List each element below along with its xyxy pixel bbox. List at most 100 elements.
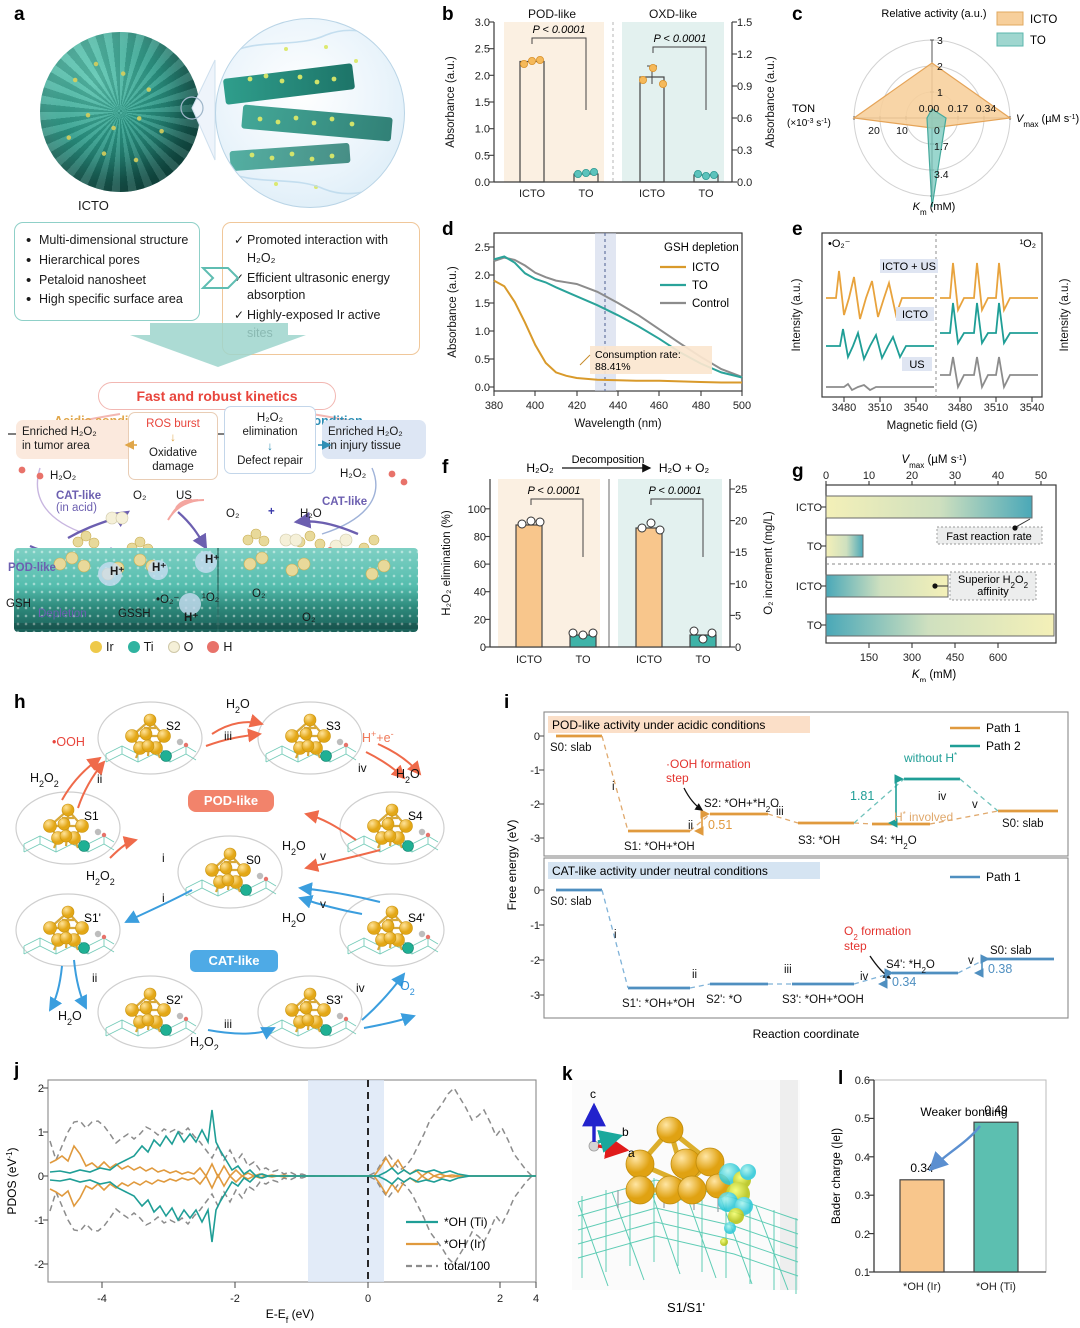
g-top-tick: 50 <box>1035 470 1047 482</box>
i-top-levels <box>556 734 1058 833</box>
oxd-significance: P < 0.0001 <box>653 33 706 45</box>
d-xtick: 440 <box>609 400 627 412</box>
b-ytick: 1.5 <box>475 97 490 109</box>
f-reaction-left: H₂O₂ <box>526 461 554 475</box>
tag-pod-like: POD-like <box>8 562 56 574</box>
d-xlabel: Wavelength (nm) <box>574 418 661 430</box>
k-axis-label-a: a <box>628 1146 635 1160</box>
b-ytick: 2.5 <box>475 44 490 56</box>
k-ir-atoms <box>625 1116 731 1205</box>
g-bottom-tick: 600 <box>989 652 1007 664</box>
b-ytick-right: 0.3 <box>737 145 752 157</box>
h-arrow-ii-cat <box>73 959 87 1010</box>
tag-proton-2: H⁺ <box>152 562 167 574</box>
d-legend-icto: ICTO <box>692 262 719 274</box>
f-xtick: TO <box>575 654 591 666</box>
f-ytick-right: 5 <box>735 610 741 622</box>
panel-i-free-energy: i POD-like activity under acidic conditi… <box>498 690 1080 1050</box>
panel-e-epr: e •O₂⁻ ¹O₂ ICTO + US ICTO US 3480 3510 3… <box>784 215 1080 447</box>
panel-h-letter: h <box>14 692 26 713</box>
g-top-tick: 20 <box>906 470 918 482</box>
box-h2o2-elimination: H₂O₂ elimination ↓ Defect repair <box>224 406 316 474</box>
h-arrow-i-pod <box>109 836 138 859</box>
l-annotation: Weaker bonding <box>920 1105 1007 1119</box>
icto-particle-illustration <box>40 32 200 192</box>
g-bottom-axis-label: Km (mM) <box>912 669 957 682</box>
c-axis-left-label-1: TON <box>792 103 815 115</box>
i-delta-181-value: 1.81 <box>850 789 874 803</box>
g-bar-icto-km <box>825 574 949 598</box>
c-tick-bottom: 0 <box>934 125 940 137</box>
sig-bracket-oxd <box>652 46 707 110</box>
h-label-ooh: •OOH <box>52 735 85 749</box>
legend-item-h: H <box>207 640 232 654</box>
e-left-traces <box>826 270 934 392</box>
c-legend-swatch-icto <box>996 11 1024 26</box>
points-oxd-to <box>693 169 718 180</box>
box-line: Oxidative damage <box>149 446 197 474</box>
h-arrow-v-cat <box>298 882 381 903</box>
b-ytick: 3.0 <box>475 17 490 29</box>
c-series-to <box>926 108 947 208</box>
tag-h2o-neutral: H₂O <box>300 508 322 520</box>
i-legend-path1: Path 1 <box>986 721 1021 735</box>
c-legend-swatch-to <box>996 32 1024 47</box>
i-legend-path2: Path 2 <box>986 739 1021 753</box>
i-annotation-ooh-leader <box>683 787 704 811</box>
i-bot-state-2: S2': *O <box>706 994 742 1006</box>
h-step-iii: iii <box>224 729 232 743</box>
panel-l-letter: l <box>838 1068 844 1089</box>
state-label-S1p: S1' <box>84 911 101 925</box>
j-xlabel: E-Ef (eV) <box>266 1307 315 1323</box>
c-tick-bottom: 1.7 <box>934 141 949 153</box>
g-annotation-2b: affinity <box>977 586 1009 598</box>
pod-group-background <box>504 22 604 182</box>
i-bot-ytick: -2 <box>530 955 540 967</box>
legend-label: O <box>183 640 194 654</box>
h-step-iv-cat: iv <box>356 981 365 995</box>
i-ylabel: Free energy (eV) <box>505 820 519 911</box>
f-ytick: 80 <box>474 532 486 544</box>
f-ylabel-right: O₂ increment (mg/L) <box>763 511 775 615</box>
h-label-o2: O2 <box>400 979 415 997</box>
panel-a-slab-overlay <box>14 548 418 632</box>
panel-b-chart: POD-like OXD-like 0.0 0.5 1.0 1.5 2.0 2.… <box>445 7 777 200</box>
i-delta-051-value: 0.51 <box>708 818 732 832</box>
state-cluster-S3p: S3' <box>256 974 364 1050</box>
points-oxd-icto <box>638 64 667 89</box>
d-xtick: 380 <box>485 400 503 412</box>
i-bot-step-v: v <box>968 955 974 967</box>
b-ytick-right: 0.9 <box>737 81 752 93</box>
h-step-ii: ii <box>97 772 102 786</box>
g-cat-label: TO <box>807 541 823 553</box>
c-axis-right-label: Vmax (µM s-1) <box>1016 113 1079 129</box>
c-tick-top: 1 <box>937 87 943 99</box>
state-label-S4: S4 <box>408 809 423 823</box>
j-series-total-up <box>49 1086 536 1177</box>
tag-us: US <box>176 490 192 502</box>
points-f-icto-elim <box>517 516 545 529</box>
state-cluster-S4: S4 <box>338 790 446 866</box>
e-trace-label-us: US <box>909 359 924 371</box>
panel-e-chart: •O₂⁻ ¹O₂ ICTO + US ICTO US 3480 3510 354… <box>791 232 1071 432</box>
f-ytick-right: 10 <box>735 579 747 591</box>
h-step-ii-cat: ii <box>92 971 97 985</box>
f-ytick: 20 <box>474 614 486 626</box>
f-ytick: 100 <box>468 504 486 516</box>
panel-a-legend: Ir Ti O H <box>90 640 232 654</box>
fast-kinetics-banner: Fast and robust kinetics <box>98 382 336 410</box>
i-bot-step-iv: iv <box>860 971 869 983</box>
panel-c-chart: Relative activity (a.u.) ICTO TO 3 <box>787 8 1079 217</box>
i-annotation-without-h: without H* <box>903 751 957 766</box>
state-cluster-S2: S2 <box>96 700 204 776</box>
h-label-h2o-bottom-left: H2O <box>58 1009 82 1027</box>
panel-b-absorbance-bars: b POD-like OXD-like 0.0 0.5 1.0 1.5 2.0 … <box>432 0 784 215</box>
j-xtick: -4 <box>97 1293 107 1305</box>
j-legend-ir: *OH (Ir) <box>444 1237 485 1251</box>
i-delta-034-value: 0.34 <box>892 975 916 989</box>
oxd-like-subtitle: OXD-like <box>649 7 697 21</box>
i-top-ytick: 0 <box>534 731 540 743</box>
e-ylabel-left: Intensity (a.u.) <box>791 278 803 351</box>
tag-in-acid: (in acid) <box>56 502 97 514</box>
g-bar-to-vmax <box>825 534 864 558</box>
